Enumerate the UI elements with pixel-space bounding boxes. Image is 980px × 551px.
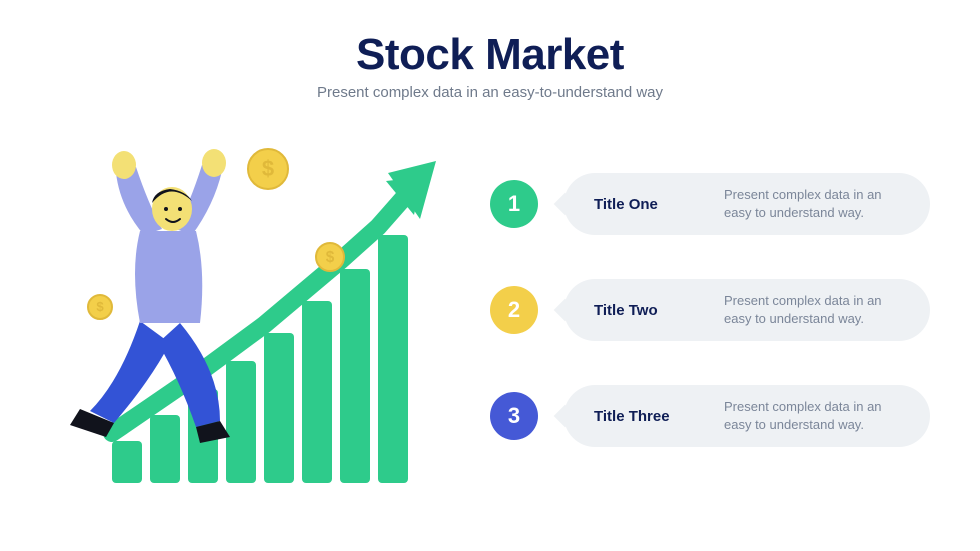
item-bubble: Title ThreePresent complex data in an ea… [564,385,930,447]
item-number-badge: 1 [490,180,538,228]
page-subtitle: Present complex data in an easy-to-under… [0,84,980,101]
svg-text:$: $ [262,156,274,181]
item-title: Title One [594,196,724,213]
item-description: Present complex data in an easy to under… [724,292,906,328]
item-title: Title Three [594,408,724,425]
item-number-badge: 3 [490,392,538,440]
feature-item: 1 Title OnePresent complex data in an eas… [490,173,930,235]
item-title: Title Two [594,302,724,319]
feature-list: 1Title OnePresent complex data in an eas… [490,155,930,447]
header: Stock Market Present complex data in an … [0,0,980,101]
feature-item: 3 Title ThreePresent complex data in an e… [490,385,930,447]
item-description: Present complex data in an easy to under… [724,398,906,434]
page-title: Stock Market [0,30,980,80]
item-number-badge: 2 [490,286,538,334]
feature-item: 2 Title TwoPresent complex data in an eas… [490,279,930,341]
stock-illustration: $ $ $ [30,111,470,491]
item-description: Present complex data in an easy to under… [724,186,906,222]
item-bubble: Title OnePresent complex data in an easy… [564,173,930,235]
item-bubble: Title TwoPresent complex data in an easy… [564,279,930,341]
svg-text:$: $ [96,299,104,314]
svg-text:$: $ [326,249,335,266]
content-row: $$$ 1Title OnePresent complex data in an… [0,101,980,491]
